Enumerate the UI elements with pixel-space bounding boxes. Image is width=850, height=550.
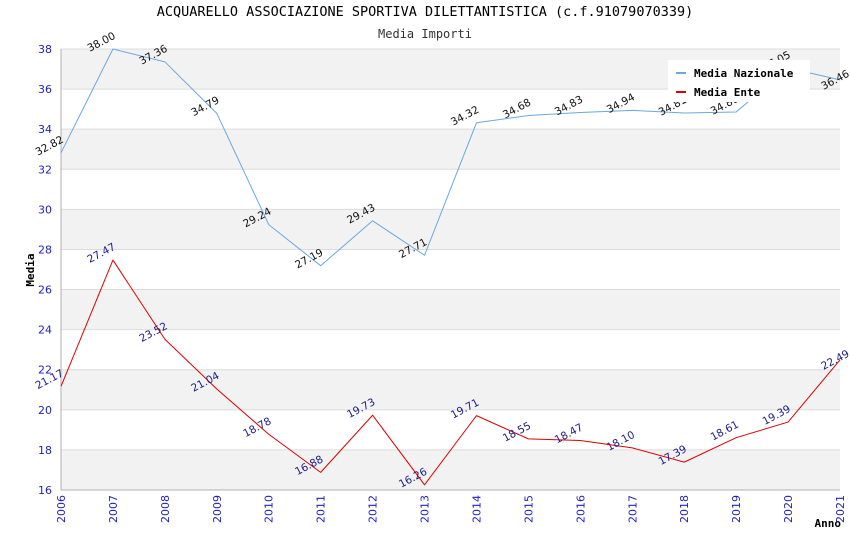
legend-label-media-ente: Media Ente <box>694 86 761 99</box>
y-tick-label: 32 <box>38 163 52 176</box>
plot-background <box>61 49 840 490</box>
y-tick-label: 16 <box>38 484 52 497</box>
y-tick-label: 28 <box>38 243 52 256</box>
y-tick-label: 18 <box>38 444 52 457</box>
y-tick-label: 20 <box>38 404 52 417</box>
plot-band <box>61 329 840 370</box>
y-tick-label: 26 <box>38 284 52 297</box>
series-line-media-nazionale <box>60 48 841 267</box>
x-tick-label: 2017 <box>626 495 639 523</box>
axes <box>60 49 840 491</box>
plot-band <box>61 129 840 170</box>
chart-subtitle: Media Importi <box>378 27 472 41</box>
y-tick-label: 24 <box>38 324 52 337</box>
y-tick-labels: 16 18 20 22 24 26 28 30 32 34 36 38 <box>38 43 52 497</box>
series-line-media-ente <box>60 259 841 486</box>
y-axis-label: Media <box>24 253 37 286</box>
x-tick-label: 2007 <box>107 495 120 523</box>
legend-label-media-nazionale: Media Nazionale <box>694 67 794 80</box>
legend-box <box>668 60 810 102</box>
plot-band <box>61 409 840 450</box>
x-tick-label: 2011 <box>315 495 328 523</box>
x-tick-label: 2015 <box>522 495 535 523</box>
x-tick-label: 2021 <box>834 495 847 523</box>
x-tick-label: 2014 <box>470 495 483 523</box>
x-axis-label: Anno <box>815 517 842 530</box>
plot-band <box>61 289 840 330</box>
plot-band <box>61 449 840 490</box>
legend: Media Nazionale Media Ente <box>668 60 810 102</box>
x-tick-label: 2012 <box>367 495 380 523</box>
y-tick-label: 30 <box>38 203 52 216</box>
x-tick-labels: 2006 2007 2008 2009 2010 2011 2012 2013 2014 2015… <box>55 495 847 523</box>
x-tick-label: 2019 <box>730 495 743 523</box>
series-lines <box>60 48 841 486</box>
plot-band <box>61 249 840 290</box>
y-tick-label: 36 <box>38 83 52 96</box>
x-tick-label: 2013 <box>419 495 432 523</box>
plot-band <box>61 369 840 410</box>
y-tick-label: 34 <box>38 123 52 136</box>
y-tick-label: 22 <box>38 364 52 377</box>
x-tick-label: 2008 <box>159 495 172 523</box>
x-tick-label: 2016 <box>574 495 587 523</box>
x-tick-label: 2006 <box>55 495 68 523</box>
x-tick-label: 2009 <box>211 495 224 523</box>
x-tick-label: 2020 <box>782 495 795 523</box>
x-tick-label: 2010 <box>263 495 276 523</box>
plot-band <box>61 209 840 250</box>
y-tick-label: 38 <box>38 43 52 56</box>
chart-title: ACQUARELLO ASSOCIAZIONE SPORTIVA DILETTA… <box>156 4 694 20</box>
x-tick-label: 2018 <box>678 495 691 523</box>
